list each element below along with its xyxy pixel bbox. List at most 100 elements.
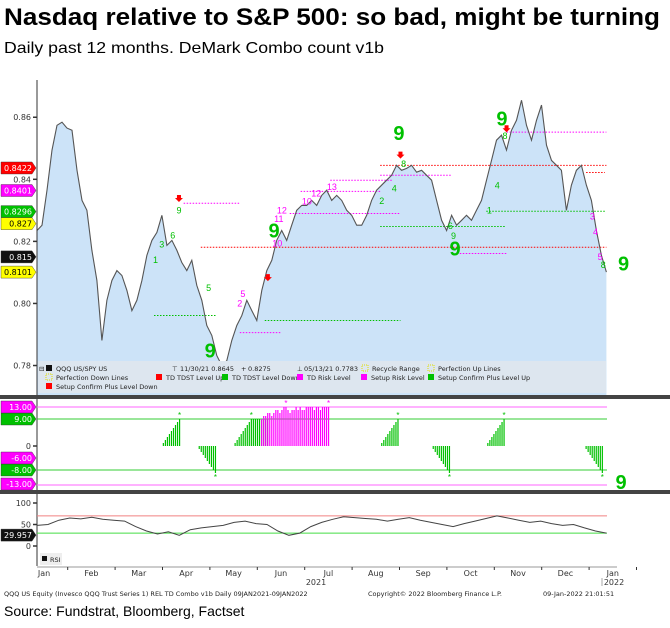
setup-nine-label: 9 <box>269 220 280 242</box>
count-label: 2 <box>379 196 384 206</box>
legend-last: 0.8275 <box>248 365 271 373</box>
legend-item: TD TDST Level Up <box>165 374 224 382</box>
last-marker-icon: + <box>241 365 246 373</box>
count-label: 6 <box>448 221 453 231</box>
setup-nine-label: 9 <box>450 238 461 260</box>
price-badge <box>0 217 37 230</box>
count-badge-label: -13.00 <box>6 480 32 489</box>
count-badge-label: 9.00 <box>14 415 32 424</box>
y-tick-label: 100 <box>16 499 31 508</box>
count-label: 9 <box>176 205 181 215</box>
x-tick-label: Feb <box>84 569 98 578</box>
count-label: 3 <box>159 240 164 250</box>
count-badge <box>0 400 37 414</box>
x-tick-label: Jan <box>37 569 50 578</box>
count-label: 13 <box>327 182 337 192</box>
legend-swatch <box>361 364 369 372</box>
year-label: 2021 <box>306 578 326 587</box>
panel-divider <box>0 490 670 494</box>
low-marker-icon: ⊥ <box>297 365 303 373</box>
legend-item: Perfection Up Lines <box>438 365 501 373</box>
legend-item: Recycle Range <box>372 365 420 373</box>
legend-item: TD TDST Level Down <box>231 374 300 382</box>
legend-series: QQQ US/SPY US <box>56 365 107 373</box>
rsi-badge <box>0 528 37 542</box>
count-label: 12 <box>277 205 287 215</box>
count-label: 9 <box>451 231 456 241</box>
count-label: 10 <box>302 197 312 207</box>
y-tick-label: 0.84 <box>13 175 31 184</box>
sell-arrow-icon <box>502 125 511 133</box>
y-tick-label: 0 <box>26 542 31 551</box>
legend-swatch <box>428 374 434 380</box>
y-tick-label: 0.80 <box>13 299 31 308</box>
x-tick-label: Aug <box>368 569 384 578</box>
legend-swatch <box>361 374 367 380</box>
legend-swatch <box>46 383 52 389</box>
count-label: 8 <box>502 131 507 141</box>
count-label: 2 <box>237 299 242 309</box>
count-label: 8 <box>601 260 606 270</box>
sell-arrow-icon <box>263 274 272 282</box>
count-badge-label: 13.00 <box>9 403 32 412</box>
sell-arrow-icon <box>396 151 405 159</box>
price-badge-label: 0.8101 <box>4 268 32 277</box>
completion-star-icon: * <box>396 411 399 420</box>
count-label: 4 <box>593 227 598 237</box>
completion-star-icon: * <box>214 473 217 482</box>
price-line <box>36 100 607 367</box>
footer-right: 09-Jan-2022 21:01:51 <box>543 590 614 598</box>
chart-subtitle: Daily past 12 months. DeMark Combo count… <box>4 40 384 57</box>
legend-swatch <box>427 364 435 372</box>
count-label: 5 <box>240 289 245 299</box>
count-label: 11 <box>274 214 283 224</box>
count-label: 10 <box>272 238 282 248</box>
x-tick-label: Dec <box>558 569 573 578</box>
footer-left: QQQ US Equity (Invesco QQQ Trust Series … <box>4 590 308 598</box>
legend-item: TD Risk Level <box>306 374 351 382</box>
y-tick-label: 0.86 <box>13 113 31 122</box>
x-tick-label: Apr <box>179 569 194 578</box>
x-tick-label: Jun <box>274 569 288 578</box>
year-label: 2022 <box>604 578 624 587</box>
count-label: 12 <box>311 188 321 198</box>
source-note: Source: Fundstrat, Bloomberg, Factset <box>4 603 245 619</box>
x-tick-label: Mar <box>131 569 147 578</box>
price-badge <box>0 184 37 197</box>
legend-swatch <box>156 374 162 380</box>
count-badge <box>0 451 37 465</box>
footer-center: Copyright© 2022 Bloomberg Finance L.P. <box>368 590 502 598</box>
price-badge <box>0 265 37 279</box>
count-label: 4 <box>495 181 500 191</box>
legend-item: Perfection Down Lines <box>56 374 129 382</box>
price-badge <box>0 205 37 218</box>
setup-count-panel: 0 * * * * * * * * * -13.00 -8.00 -6.00 9.00 13.00 9 <box>0 399 627 494</box>
x-tick-label: Jul <box>323 569 334 578</box>
setup-nine-label: 9 <box>393 123 404 145</box>
y-tick-label: 0 <box>26 442 31 451</box>
x-tick-label: Sep <box>416 569 431 578</box>
completion-star-icon: * <box>448 473 451 482</box>
y-tick-label: 50 <box>21 521 31 530</box>
legend-item: Setup Confirm Plus Level Up <box>438 374 530 382</box>
x-axis: Jan Feb Mar Apr May Jun Jul Aug Sep Oct Nov Dec Jan2… <box>37 566 637 587</box>
legend-high: 11/30/21 0.8645 <box>180 365 234 373</box>
count-label: 6 <box>170 230 175 240</box>
x-tick-label: Jan <box>606 569 619 578</box>
count-badge-label: -8.00 <box>11 466 32 475</box>
legend-item: Setup Confirm Plus Level Down <box>56 383 158 391</box>
chart-title: Nasdaq relative to S&P 500: so bad, migh… <box>4 4 660 31</box>
setup-nine-label: 9 <box>615 472 626 494</box>
rsi-legend-swatch <box>42 556 47 561</box>
legend-swatch-series <box>46 365 52 371</box>
count-label: 3 <box>590 212 595 222</box>
price-badge-label: 0.827 <box>9 220 32 229</box>
rsi-legend-label: RSI <box>50 556 61 564</box>
count-label: 1 <box>153 255 158 265</box>
price-badge-label: 0.8401 <box>4 187 32 196</box>
rsi-line <box>36 515 607 536</box>
count-label: 8 <box>401 159 406 169</box>
price-badge-label: 0.815 <box>9 253 32 262</box>
legend-collapse-icon[interactable]: ⊟ <box>39 365 44 373</box>
